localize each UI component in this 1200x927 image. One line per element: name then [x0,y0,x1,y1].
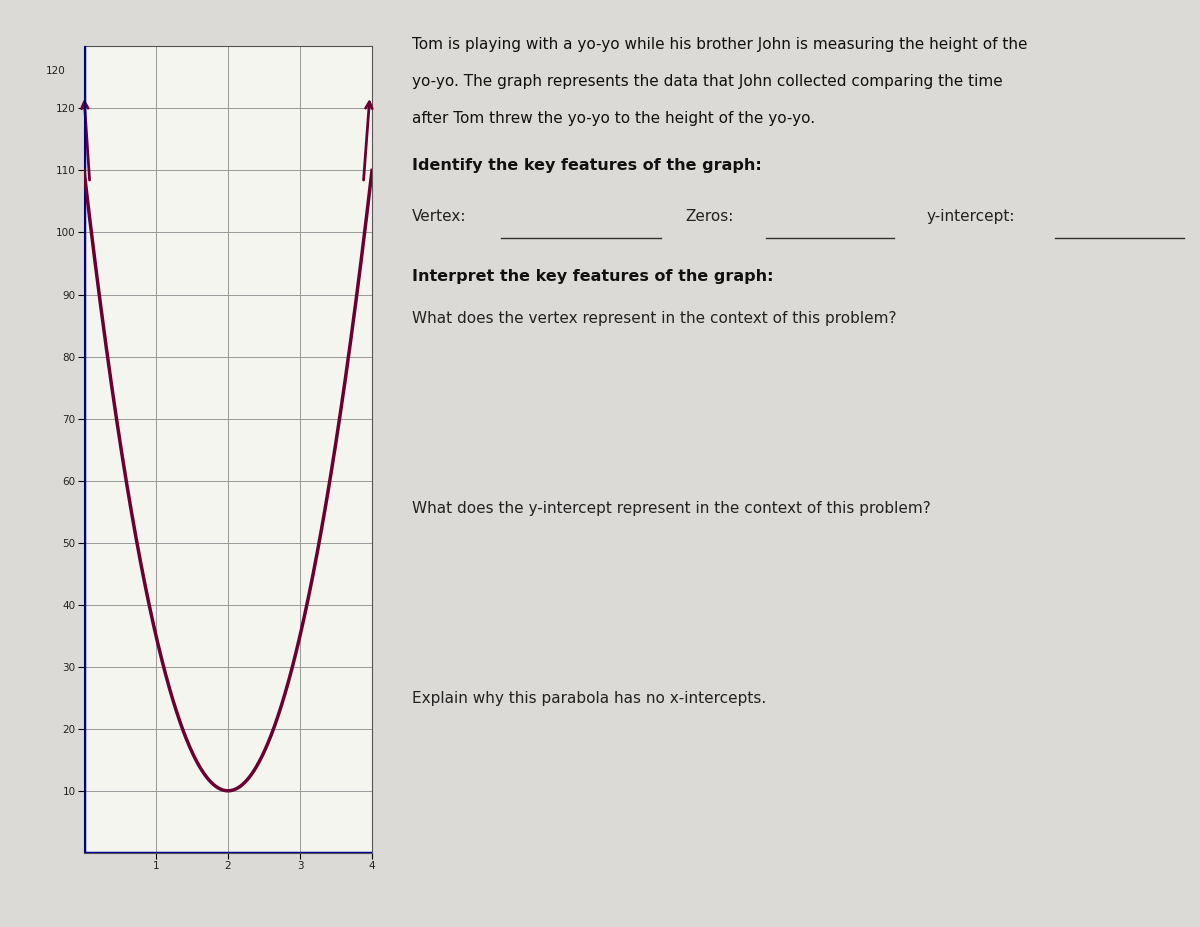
Text: 120: 120 [47,66,66,76]
Text: after Tom threw the yo-yo to the height of the yo-yo.: after Tom threw the yo-yo to the height … [412,111,815,126]
Text: Explain why this parabola has no x-intercepts.: Explain why this parabola has no x-inter… [412,691,767,705]
Text: Vertex:: Vertex: [412,209,467,223]
Text: What does the y-intercept represent in the context of this problem?: What does the y-intercept represent in t… [412,501,931,515]
Text: Zeros:: Zeros: [685,209,734,223]
Text: Interpret the key features of the graph:: Interpret the key features of the graph: [412,269,774,284]
Text: Tom is playing with a yo-yo while his brother John is measuring the height of th: Tom is playing with a yo-yo while his br… [412,37,1027,52]
Text: Identify the key features of the graph:: Identify the key features of the graph: [412,158,762,172]
Text: y-intercept:: y-intercept: [926,209,1015,223]
Text: yo-yo. The graph represents the data that John collected comparing the time: yo-yo. The graph represents the data tha… [412,74,1003,89]
Text: What does the vertex represent in the context of this problem?: What does the vertex represent in the co… [412,311,896,325]
